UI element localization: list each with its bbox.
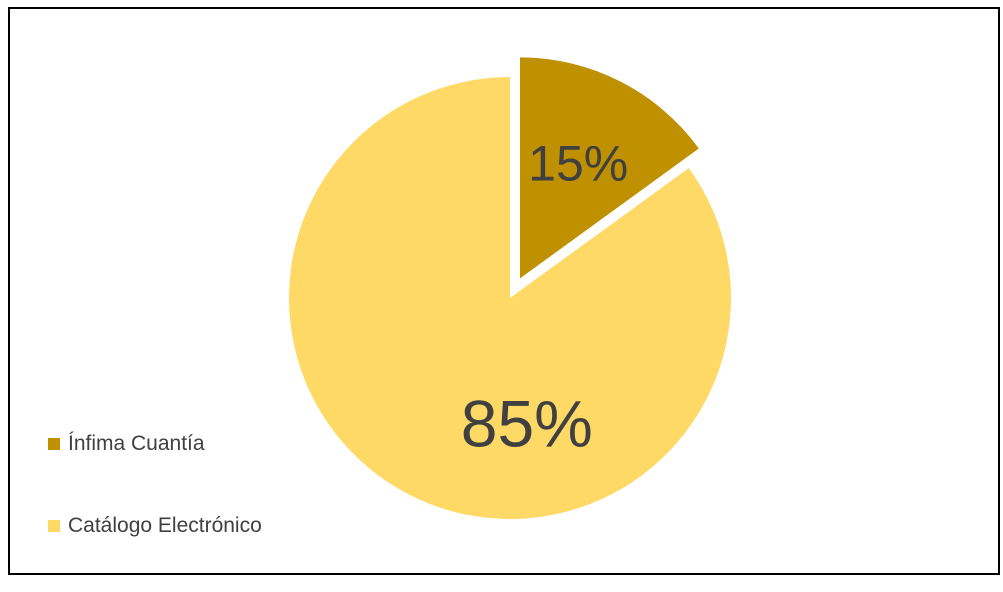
pie-chart: 15% 85%	[289, 57, 732, 520]
legend-item-infima-cuantia: Ínfima Cuantía	[48, 428, 262, 460]
pie-slice-infima-cuantia	[519, 57, 699, 279]
data-label-catalogo-electronico: 85%	[461, 387, 593, 461]
chart-legend: Ínfima Cuantía Catálogo Electrónico	[48, 428, 262, 592]
legend-swatch-infima-cuantia	[48, 438, 60, 450]
pie-slice-catalogo-electronico	[289, 77, 732, 520]
pie-slices	[289, 57, 732, 520]
legend-label-catalogo-electronico: Catálogo Electrónico	[68, 514, 262, 537]
legend-item-catalogo-electronico: Catálogo Electrónico	[48, 510, 262, 542]
pie-data-labels: 15% 85%	[461, 135, 628, 460]
legend-label-infima-cuantia: Ínfima Cuantía	[68, 432, 205, 455]
legend-swatch-catalogo-electronico	[48, 520, 60, 532]
data-label-infima-cuantia: 15%	[528, 135, 628, 191]
